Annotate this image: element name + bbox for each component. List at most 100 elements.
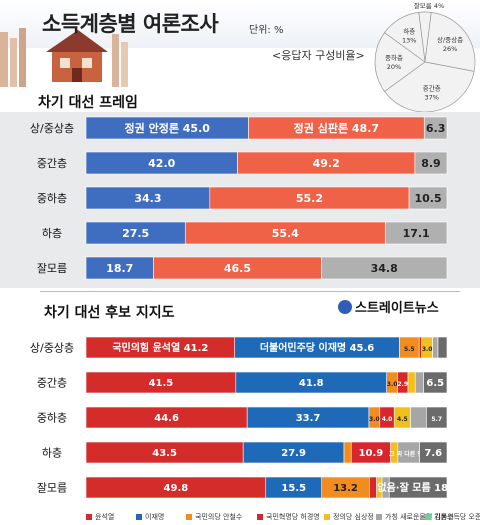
- bar-segment: [369, 476, 377, 499]
- frame-chart-title: 차기 대선 프레임: [38, 95, 138, 111]
- bar-segment: [388, 476, 448, 499]
- bar-segment: [432, 336, 439, 359]
- legend-swatch: [376, 514, 382, 520]
- pie-slice-4: [384, 12, 426, 63]
- legend-swatch: [257, 514, 263, 520]
- pie-slice-value: 13%: [402, 36, 416, 44]
- data-label: 34.8: [371, 262, 398, 275]
- data-label: 33.7: [296, 413, 321, 424]
- data-label: 27.5: [122, 227, 149, 240]
- logo-text: 스트레이트뉴스: [355, 301, 439, 316]
- category-label: 중간층: [37, 377, 67, 390]
- data-label: 41.8: [299, 378, 324, 389]
- data-label: 49.8: [164, 483, 189, 494]
- data-label: 17.1: [403, 227, 430, 240]
- pie-slice-label: 하층: [403, 26, 415, 35]
- data-label: 13.2: [333, 483, 358, 494]
- data-label: 7.6: [424, 448, 442, 459]
- bar-segment: [419, 441, 448, 464]
- data-label: 3.0: [369, 416, 380, 423]
- data-label: 6.3: [426, 122, 446, 135]
- support-chart-title: 차기 대선 후보 지지도: [44, 305, 175, 321]
- pie-slice-label: 상/중상층: [437, 35, 463, 44]
- category-label: 중하층: [37, 191, 67, 205]
- bar-segment: [408, 186, 448, 210]
- data-label: 34.3: [134, 192, 161, 205]
- data-label: 41.5: [149, 378, 174, 389]
- pie-slice-value: 20%: [387, 63, 401, 71]
- house-illustration: [0, 28, 128, 87]
- unit-label: 단위: %: [249, 25, 284, 36]
- category-label: 중하층: [37, 411, 67, 425]
- composition-title: <응답자 구성비율>: [272, 49, 365, 62]
- pie-slice-value: 26%: [443, 45, 457, 53]
- bar-segment: [414, 151, 448, 175]
- bar-segment: [437, 336, 448, 359]
- legend-item: 가칭 새로운물결 김동연: [376, 512, 454, 522]
- data-label: 27.9: [281, 448, 306, 459]
- support-bar-chart: 상/중상층 국민의힘 윤석열 41.2 더불어민주당 이재명 45.6 5.5 3.0 중…: [30, 336, 459, 499]
- legend-label: 기본소득당 오준호: [434, 513, 480, 521]
- data-label: 2.9: [397, 381, 408, 388]
- bar-segment: [410, 406, 427, 429]
- data-label: 4.5: [397, 416, 408, 423]
- legend-swatch: [425, 514, 431, 520]
- logo-mark-icon: [338, 299, 352, 314]
- bar-segment: [407, 371, 416, 394]
- legend-item: 윤석열: [86, 512, 114, 522]
- frame-bar-chart: 상/중상층 정권 안정론 45.0 정권 심판론 48.7 6.3 중간층 42.0 49.…: [30, 116, 448, 280]
- data-label: 없음·잘 모름 18.5: [377, 481, 458, 494]
- data-label: 그 외 다른 인물: [389, 450, 429, 458]
- pie-slice-label: 잘모름 4%: [414, 2, 444, 10]
- legend-item: 기본소득당 오준호: [425, 512, 480, 522]
- legend-swatch: [186, 514, 192, 520]
- data-label: 10.9: [359, 448, 384, 459]
- data-label: 4.0: [382, 416, 393, 423]
- legend-label: 국민의당 안철수: [195, 513, 243, 521]
- category-label: 잘모름: [37, 262, 67, 275]
- data-label: 3.0: [422, 346, 433, 353]
- data-label: 43.5: [152, 448, 177, 459]
- pie-slice-label: 중간층: [423, 83, 441, 92]
- section-divider: [40, 291, 460, 292]
- pie-slice-label: 중하층: [385, 53, 403, 62]
- category-label: 잘모름: [37, 482, 67, 495]
- data-label: 정권 심판론 48.7: [294, 121, 379, 135]
- pie-slice-value: 37%: [425, 93, 439, 101]
- bar-segment: [423, 116, 448, 140]
- bar-segment: [321, 256, 448, 280]
- legend-swatch: [324, 514, 330, 520]
- data-label: 55.2: [296, 192, 323, 205]
- legend-swatch: [136, 514, 142, 520]
- bar-segment: [343, 441, 352, 464]
- data-label: 6.5: [426, 378, 444, 389]
- data-label: 정권 안정론 45.0: [125, 121, 211, 135]
- data-label: 15.5: [281, 483, 306, 494]
- data-label: 46.5: [224, 262, 251, 275]
- data-label: 55.4: [272, 227, 299, 240]
- data-label: 3.0: [387, 381, 398, 388]
- data-label: 5.5: [404, 346, 415, 353]
- legend-swatch: [86, 514, 92, 520]
- data-label: 10.5: [414, 192, 441, 205]
- data-label: 18.7: [106, 262, 133, 275]
- legend-item: 국민의당 안철수: [186, 512, 242, 522]
- data-label: 42.0: [148, 157, 175, 170]
- legend-label: 이재명: [145, 513, 165, 521]
- pie-slice-1: [424, 12, 476, 72]
- page-title: 소득계층별 여론조사: [42, 12, 219, 36]
- legend-item: 이재명: [136, 512, 164, 522]
- category-label: 중간층: [37, 157, 67, 170]
- legend-label: 윤석열: [95, 513, 115, 521]
- category-label: 하층: [42, 226, 62, 240]
- bar-segment: [426, 406, 448, 429]
- legend-label: 정의당 심상정: [333, 513, 374, 521]
- category-label: 상/중상층: [30, 122, 74, 135]
- bar-segment: [414, 371, 424, 394]
- legend-item: 국민혁명당 허경영: [257, 512, 320, 522]
- category-label: 상/중상층: [30, 342, 74, 355]
- legend-label: 국민혁명당 허경영: [266, 513, 320, 521]
- pie-slice-3: [374, 32, 426, 92]
